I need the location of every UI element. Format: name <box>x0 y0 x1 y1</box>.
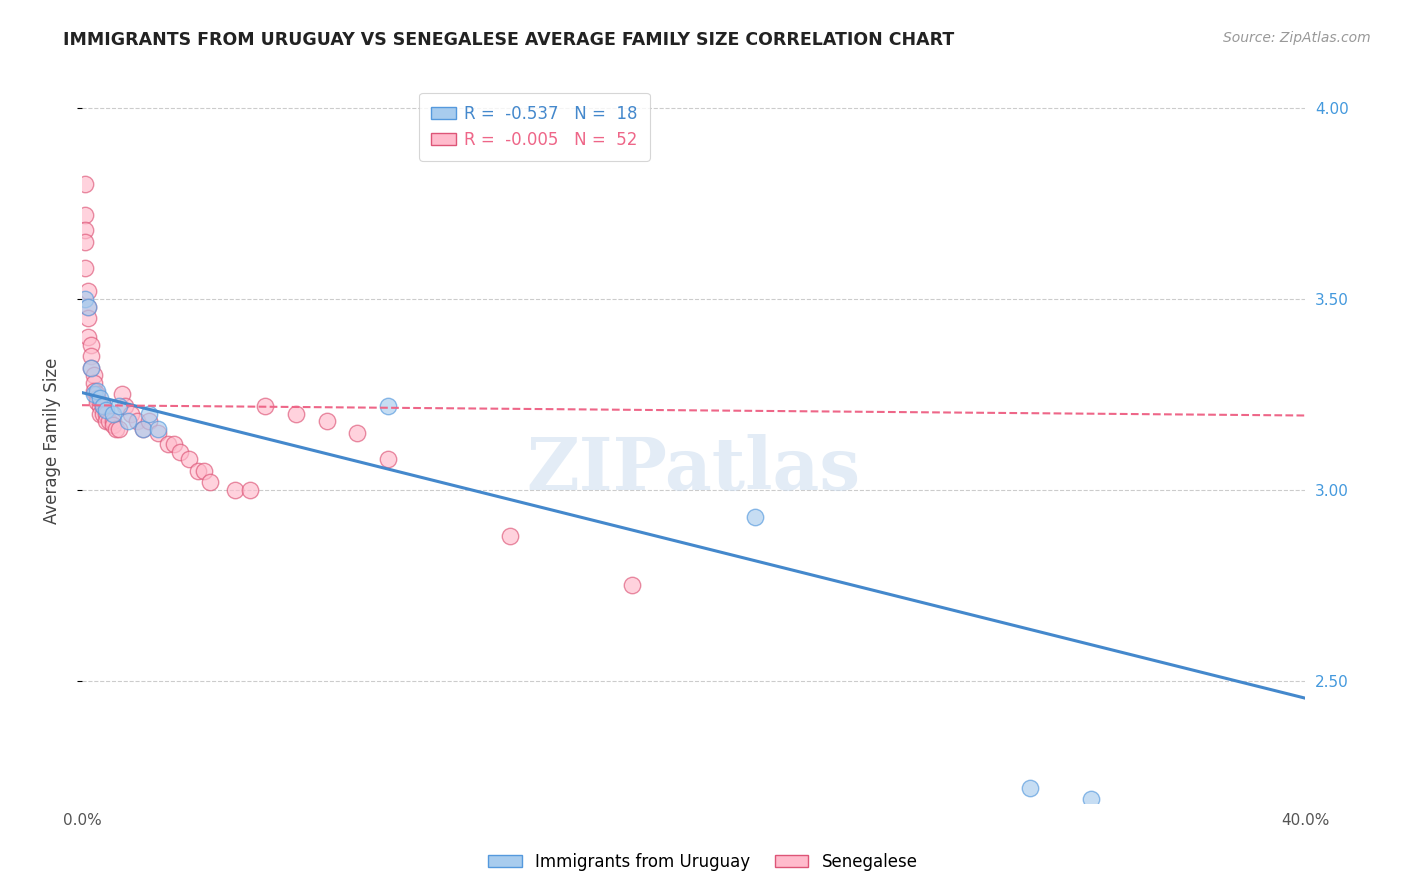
Point <box>163 437 186 451</box>
Point <box>107 422 129 436</box>
Point <box>93 407 115 421</box>
Point <box>89 399 111 413</box>
Point <box>1080 792 1102 806</box>
Point <box>77 300 100 314</box>
Point <box>744 509 766 524</box>
Point <box>80 360 103 375</box>
Point <box>86 387 108 401</box>
Point <box>86 395 108 409</box>
Point <box>193 464 215 478</box>
Point <box>77 300 100 314</box>
Text: IMMIGRANTS FROM URUGUAY VS SENEGALESE AVERAGE FAMILY SIZE CORRELATION CHART: IMMIGRANTS FROM URUGUAY VS SENEGALESE AV… <box>63 31 955 49</box>
Point <box>138 407 160 421</box>
Point <box>187 464 209 478</box>
Point <box>86 392 108 406</box>
Point <box>132 422 155 436</box>
Point <box>89 407 111 421</box>
Point <box>77 311 100 326</box>
Point <box>101 414 124 428</box>
Point <box>89 392 111 406</box>
Point <box>148 422 170 436</box>
Legend: R =  -0.537   N =  18, R =  -0.005   N =  52: R = -0.537 N = 18, R = -0.005 N = 52 <box>419 93 650 161</box>
Point <box>377 399 399 413</box>
Text: Source: ZipAtlas.com: Source: ZipAtlas.com <box>1223 31 1371 45</box>
Point <box>346 425 368 440</box>
Point <box>125 414 148 428</box>
Point <box>83 384 105 398</box>
Legend: Immigrants from Uruguay, Senegalese: Immigrants from Uruguay, Senegalese <box>479 845 927 880</box>
Point <box>621 578 644 592</box>
Point <box>96 407 118 421</box>
Point <box>148 425 170 440</box>
Point <box>83 376 105 390</box>
Point <box>73 235 96 249</box>
Point <box>73 208 96 222</box>
Point <box>80 338 103 352</box>
Point <box>104 422 127 436</box>
Point <box>83 387 105 401</box>
Point <box>138 414 160 428</box>
Point <box>169 444 191 458</box>
Point <box>499 529 522 543</box>
Point <box>107 399 129 413</box>
Point <box>177 452 200 467</box>
Y-axis label: Average Family Size: Average Family Size <box>44 357 60 524</box>
Point <box>96 414 118 428</box>
Point <box>86 384 108 398</box>
Point <box>101 407 124 421</box>
Point <box>111 387 134 401</box>
Point <box>83 368 105 383</box>
Point <box>77 330 100 344</box>
Point <box>73 223 96 237</box>
Point <box>96 402 118 417</box>
Point <box>73 178 96 192</box>
Point <box>117 414 139 428</box>
Text: ZIPatlas: ZIPatlas <box>526 434 860 505</box>
Point <box>224 483 246 497</box>
Point <box>101 418 124 433</box>
Point <box>239 483 262 497</box>
Point <box>315 414 337 428</box>
Point <box>73 261 96 276</box>
Point <box>285 407 308 421</box>
Point <box>132 422 155 436</box>
Point <box>1019 780 1042 795</box>
Point <box>254 399 277 413</box>
Point <box>120 407 142 421</box>
Point <box>73 292 96 306</box>
Point <box>156 437 179 451</box>
Point <box>77 285 100 299</box>
Point <box>98 414 121 428</box>
Point <box>377 452 399 467</box>
Point <box>93 399 115 413</box>
Point <box>80 349 103 363</box>
Point <box>114 399 136 413</box>
Point <box>93 399 115 413</box>
Point <box>200 475 222 490</box>
Point <box>80 360 103 375</box>
